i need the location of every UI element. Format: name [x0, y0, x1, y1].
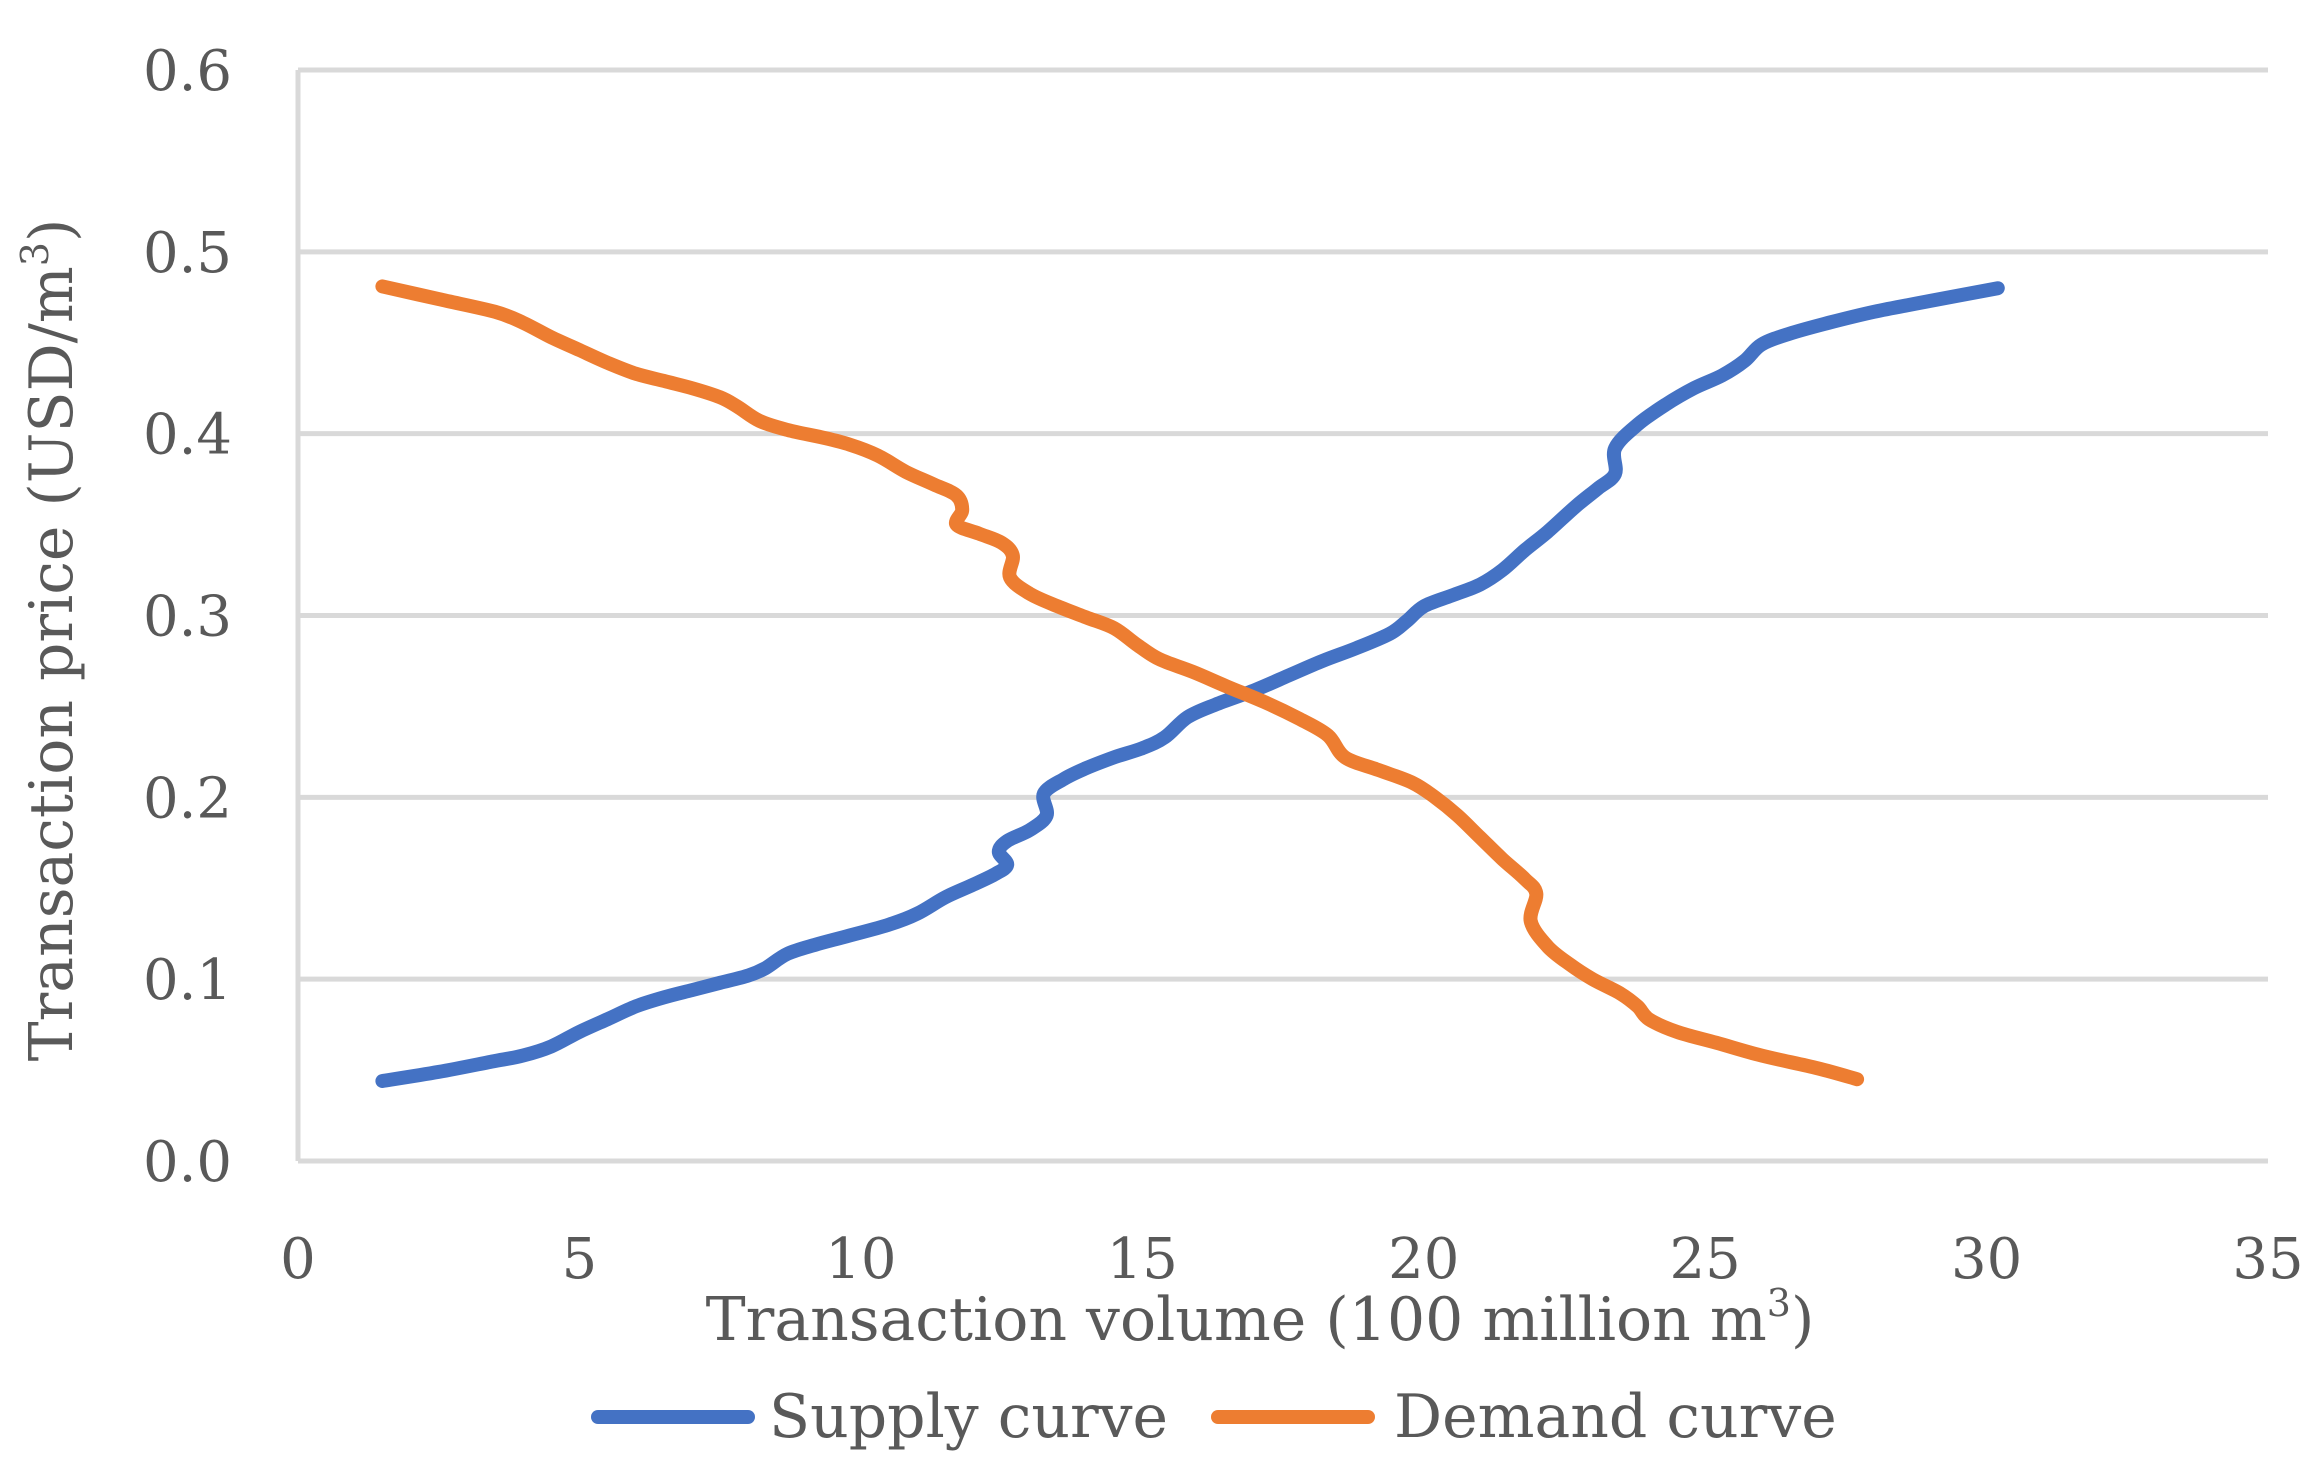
- y-axis-title: Transaction price (USD/m3): [13, 219, 87, 1062]
- y-tick-labels: 0.0 0.1 0.2 0.3 0.4 0.5 0.6: [143, 39, 232, 1195]
- x-axis-title: Transaction volume (100 million m3): [706, 1281, 1815, 1355]
- x-tick-label: 25: [1670, 1227, 1741, 1292]
- legend-label: Supply curve: [769, 1382, 1168, 1452]
- x-tick-label: 35: [2232, 1227, 2303, 1292]
- y-tick-label: 0.1: [143, 948, 232, 1013]
- x-tick-label: 20: [1388, 1227, 1459, 1292]
- y-tick-label: 0.5: [143, 221, 232, 286]
- legend: Supply curve Demand curve: [591, 1382, 1837, 1452]
- x-tick-labels: 0 5 10 15 20 25 30 35: [280, 1227, 2303, 1292]
- x-tick-label: 10: [825, 1227, 896, 1292]
- y-tick-label: 0.6: [143, 39, 232, 104]
- series-lines: [375, 279, 2005, 1088]
- y-tick-label: 0.2: [143, 766, 232, 831]
- y-tick-label: 0.0: [143, 1130, 232, 1195]
- y-tick-label: 0.4: [143, 403, 232, 468]
- x-tick-label: 5: [562, 1227, 598, 1292]
- axes: [295, 70, 2268, 1164]
- x-tick-label: 30: [1951, 1227, 2022, 1292]
- y-tick-label: 0.3: [143, 585, 232, 650]
- x-tick-label: 0: [280, 1227, 316, 1292]
- series-line-demand: [375, 279, 1865, 1087]
- x-tick-label: 15: [1107, 1227, 1178, 1292]
- gridlines: [298, 67, 2268, 982]
- series-line-supply: [375, 281, 2005, 1088]
- legend-label: Demand curve: [1394, 1382, 1837, 1452]
